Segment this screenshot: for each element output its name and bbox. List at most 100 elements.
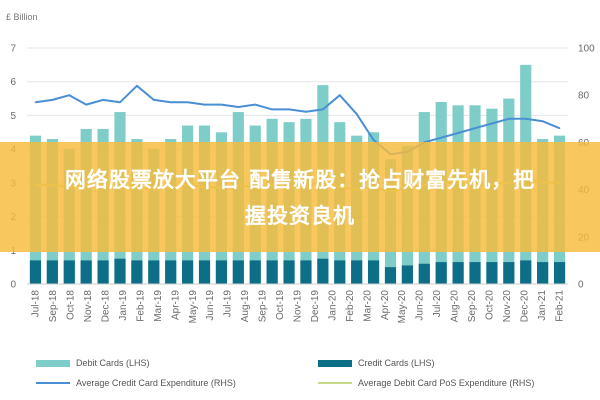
legend-label-debit-cards: Debit Cards (LHS): [76, 358, 150, 368]
x-tick-label: May-19: [188, 290, 199, 324]
point-avg-credit: [203, 103, 206, 106]
x-tick-label: Apr-19: [170, 290, 181, 320]
bar-credit-cards: [384, 267, 397, 284]
x-tick-label: Jul-19: [223, 290, 234, 318]
point-avg-credit: [68, 94, 71, 96]
point-avg-credit: [237, 106, 240, 108]
x-tick-label: Sep-19: [258, 290, 269, 323]
point-avg-credit: [220, 103, 223, 106]
legend-label-avg-credit: Average Credit Card Expenditure (RHS): [76, 378, 236, 388]
bar-credit-cards: [520, 260, 532, 284]
bar-credit-cards: [435, 262, 447, 284]
y-right-tick-label: 100: [578, 44, 595, 55]
bar-credit-cards: [553, 262, 566, 284]
y-left-tick-label: 7: [10, 44, 16, 55]
point-avg-credit: [524, 118, 527, 120]
x-tick-label: Nov-19: [293, 290, 304, 323]
bar-credit-cards: [198, 260, 211, 284]
point-avg-credit: [372, 139, 375, 141]
point-avg-credit: [558, 127, 561, 130]
bar-credit-cards: [148, 260, 160, 284]
x-tick-label: Nov-20: [502, 290, 513, 323]
legend-item-avg-credit: Average Credit Card Expenditure (RHS): [36, 376, 236, 390]
legend-item-avg-debit-pos: Average Debit Card PoS Expenditure (RHS): [318, 376, 534, 390]
x-tick-label: Jan-20: [327, 290, 338, 321]
line-avg-credit-card-expenditure: [35, 84, 560, 156]
bar-credit-cards: [469, 262, 481, 284]
x-tick-label: Sep-20: [467, 290, 478, 323]
left-axis-unit-label: £ Billion: [6, 12, 38, 22]
point-avg-credit: [186, 101, 189, 104]
point-avg-credit: [102, 99, 104, 101]
x-tick-label: Dec-20: [519, 290, 530, 323]
bar-credit-cards: [317, 258, 329, 284]
bar-credit-cards: [401, 265, 413, 284]
point-avg-credit: [119, 101, 121, 104]
point-avg-credit: [440, 136, 443, 139]
x-tick-label: Apr-20: [380, 290, 391, 320]
legend-item-debit-cards: Debit Cards (LHS): [36, 356, 150, 370]
y-left-tick-label: 5: [10, 111, 16, 122]
x-tick-label: Aug-19: [240, 290, 251, 323]
legend-swatch-avg-debit-pos: [318, 382, 352, 384]
bar-credit-cards: [63, 260, 75, 284]
point-avg-credit: [254, 103, 257, 106]
bar-credit-cards: [283, 260, 295, 284]
bar-credit-cards: [97, 260, 109, 284]
x-tick-label: Feb-19: [135, 290, 146, 322]
x-tick-label: Mar-19: [153, 290, 164, 322]
point-avg-credit: [34, 101, 37, 104]
point-avg-credit: [491, 122, 493, 125]
x-tick-label: Oct-19: [275, 290, 286, 320]
bar-credit-cards: [537, 262, 549, 284]
point-avg-credit: [152, 99, 155, 101]
x-tick-label: Oct-18: [66, 290, 77, 320]
legend-swatch-avg-credit: [36, 382, 70, 384]
y-right-tick-label: 80: [578, 91, 590, 102]
point-avg-credit: [169, 101, 172, 104]
bar-credit-cards: [131, 260, 143, 284]
x-tick-label: Aug-20: [450, 290, 461, 323]
bar-credit-cards: [486, 262, 498, 284]
point-avg-credit: [474, 127, 476, 130]
point-avg-credit: [338, 94, 341, 96]
bar-credit-cards: [232, 260, 244, 284]
bar-credit-cards: [80, 260, 92, 284]
x-tick-label: Jun-20: [415, 290, 426, 321]
bar-credit-cards: [300, 260, 312, 284]
bar-credit-cards: [249, 260, 261, 284]
y-left-tick-label: 0: [10, 280, 16, 291]
x-tick-label: Jan-21: [537, 290, 548, 321]
bar-credit-cards: [351, 260, 363, 284]
legend-item-credit-cards: Credit Cards (LHS): [318, 356, 435, 370]
x-tick-label: Nov-18: [83, 290, 94, 323]
legend-swatch-debit-cards: [36, 359, 70, 367]
bar-credit-cards: [114, 258, 126, 284]
bar-credit-cards: [367, 260, 380, 284]
bar-credit-cards: [165, 260, 177, 284]
promo-line-1: 网络股票放大平台 配售新股：抢占财富先机，把: [64, 168, 536, 192]
point-avg-credit: [85, 103, 87, 106]
promo-banner-text: 网络股票放大平台 配售新股：抢占财富先机，把 握投资良机: [10, 162, 590, 234]
x-tick-label: Dec-19: [310, 290, 321, 323]
point-avg-credit: [271, 108, 273, 111]
bar-credit-cards: [334, 260, 346, 284]
legend-label-avg-debit-pos: Average Debit Card PoS Expenditure (RHS): [358, 378, 535, 388]
x-tick-label: Jul-18: [31, 290, 42, 318]
y-left-tick-label: 6: [10, 77, 16, 88]
point-avg-credit: [322, 108, 324, 111]
y-right-tick-label: 0: [578, 280, 584, 291]
point-avg-credit: [305, 110, 307, 113]
x-tick-label: Feb-21: [554, 290, 565, 322]
legend-swatch-credit-cards: [318, 359, 352, 367]
x-tick-label: Feb-20: [345, 290, 356, 322]
x-tick-label: May-20: [397, 290, 408, 324]
x-tick-label: Jan-19: [118, 290, 129, 321]
point-avg-credit: [457, 132, 459, 134]
bar-credit-cards: [215, 260, 228, 284]
point-avg-credit: [136, 84, 138, 87]
bar-credit-cards: [29, 260, 42, 284]
bar-credit-cards: [503, 262, 515, 284]
chart-legend: Debit Cards (LHS) Credit Cards (LHS) Ave…: [0, 354, 600, 400]
x-tick-label: Dec-18: [101, 290, 112, 323]
